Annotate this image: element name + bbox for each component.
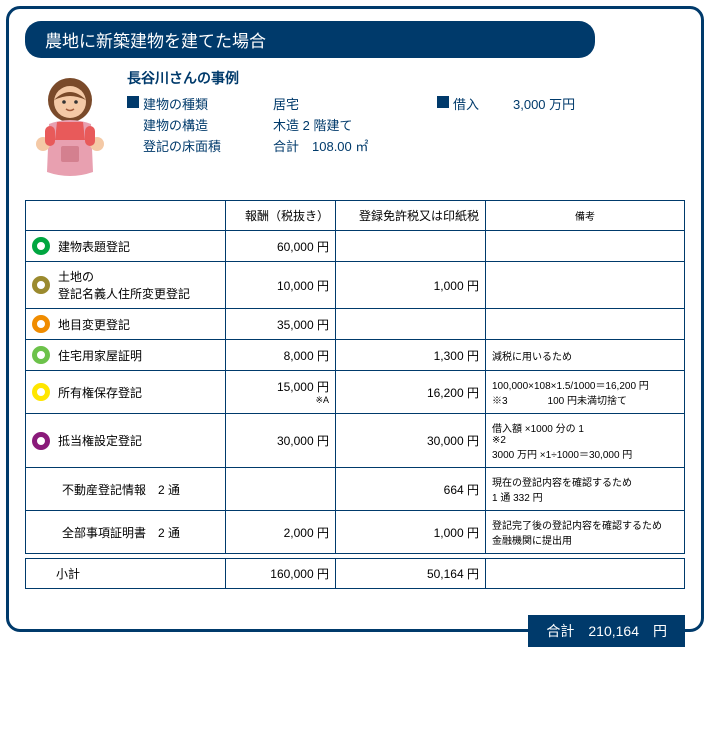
row-name: 全部事項証明書 2 通 [62,524,180,541]
table-row: 土地の 登記名義人住所変更登記 10,000 円1,000 円 [26,262,685,309]
building-struct-value: 木造 2 階建て [273,115,352,134]
row-fee: 8,000 円 [226,340,336,371]
row-tax: 1,000 円 [336,511,486,554]
case-section: 長谷川さんの事例 建物の種類居宅 建物の構造木造 2 階建て 登記の床面積合計 … [25,68,685,192]
table-row: 建物表題登記 60,000 円 [26,231,685,262]
subtotal-table: 小計 160,000 円 50,164 円 [25,558,685,589]
table-row: 抵当権設定登記30,000 円30,000 円借入額 ×1000 分の 1 ※2… [26,414,685,468]
building-type-value: 居宅 [273,94,299,113]
table-row: 所有権保存登記 15,000 円※A16,200 円100,000×108×1.5… [26,371,685,414]
row-circle-icon [32,346,50,364]
row-name: 土地の 登記名義人住所変更登記 [58,268,190,302]
row-name: 住宅用家屋証明 [58,347,142,364]
building-struct-label: 建物の構造 [143,115,273,134]
row-fee [226,468,336,511]
row-note: 登記完了後の登記内容を確認するため 金融機関に提出用 [486,511,685,554]
table-row: 全部事項証明書 2 通 2,000 円1,000 円登記完了後の登記内容を確認する… [26,511,685,554]
row-tax: 1,300 円 [336,340,486,371]
avatar [25,68,115,192]
row-note [486,262,685,309]
building-area-value: 合計 108.00 ㎡ [273,136,368,155]
building-area-label: 登記の床面積 [143,136,273,155]
table-row: 地目変更登記 35,000 円 [26,309,685,340]
fee-table: 報酬（税抜き） 登録免許税又は印紙税 備考 建物表題登記60,000 円土地の … [25,200,685,554]
loan-value: 3,000 万円 [513,94,575,113]
row-note: 減税に用いるため [486,340,685,371]
row-tax: 16,200 円 [336,371,486,414]
building-type-label: 建物の種類 [143,94,273,113]
row-name: 地目変更登記 [58,316,130,333]
row-note: 100,000×108×1.5/1000＝16,200 円 ※3 100 円未満… [486,371,685,414]
row-tax: 664 円 [336,468,486,511]
row-name: 抵当権設定登記 [58,432,142,449]
table-row: 住宅用家屋証明 8,000 円1,300 円減税に用いるため [26,340,685,371]
total-value: 210,164 [588,623,639,639]
row-fee: 60,000 円 [226,231,336,262]
total-unit: 円 [653,623,667,639]
case-name: 長谷川さんの事例 [127,68,685,88]
total-box: 合計 210,164 円 [528,615,685,647]
row-tax: 1,000 円 [336,262,486,309]
row-circle-icon [32,383,50,401]
row-fee: 10,000 円 [226,262,336,309]
subtotal-label: 小計 [26,559,226,589]
row-circle-icon [32,432,50,450]
subtotal-tax: 50,164 円 [336,559,486,589]
row-tax: 30,000 円 [336,414,486,468]
row-name: 不動産登記情報 2 通 [62,481,180,498]
row-circle-icon [32,276,50,294]
header-tax: 登録免許税又は印紙税 [336,201,486,231]
header-note: 備考 [486,201,685,231]
row-name: 所有権保存登記 [58,384,142,401]
page-title: 農地に新築建物を建てた場合 [25,21,595,58]
row-note: 借入額 ×1000 分の 1 ※2 3000 万円 ×1÷1000＝30,000… [486,414,685,468]
total-label: 合計 [546,623,574,639]
loan-label: 借入 [453,94,513,113]
row-fee: 15,000 円※A [226,371,336,414]
row-note [486,309,685,340]
row-circle-icon [32,315,50,333]
row-fee: 30,000 円 [226,414,336,468]
subtotal-fee: 160,000 円 [226,559,336,589]
header-fee: 報酬（税抜き） [226,201,336,231]
row-tax [336,231,486,262]
row-fee: 35,000 円 [226,309,336,340]
row-name: 建物表題登記 [58,238,130,255]
row-tax [336,309,486,340]
row-note: 現在の登記内容を確認するため 1 通 332 円 [486,468,685,511]
table-row: 不動産登記情報 2 通 664 円現在の登記内容を確認するため 1 通 332 円 [26,468,685,511]
row-fee: 2,000 円 [226,511,336,554]
header-name [26,201,226,231]
row-circle-icon [32,237,50,255]
row-note [486,231,685,262]
